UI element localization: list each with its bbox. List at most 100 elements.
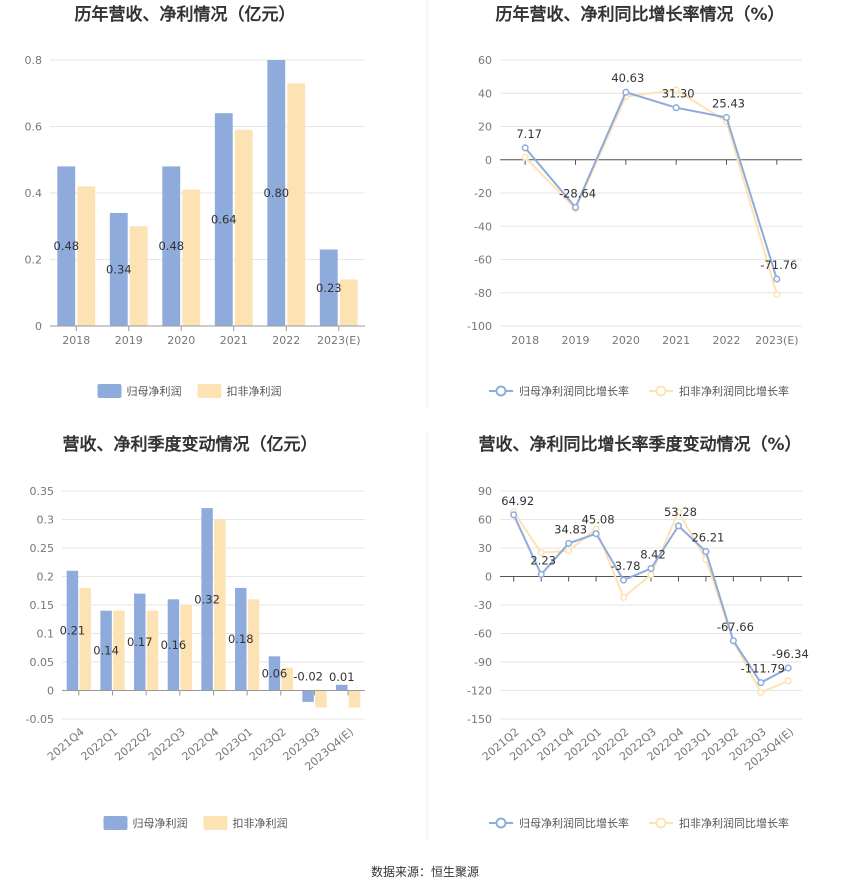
point-primary: [510, 511, 518, 519]
y-tick-label: 0.3: [37, 514, 55, 527]
x-tick-label: 2022: [272, 334, 300, 347]
y-tick-label: -80: [474, 287, 492, 300]
y-tick-label: 0.2: [25, 254, 43, 267]
point-secondary: [619, 593, 628, 601]
data-label: 0.21: [60, 624, 86, 638]
y-tick-label: -40: [474, 220, 492, 233]
point-secondary: [784, 677, 792, 685]
x-tick-label: 2018: [511, 334, 539, 347]
x-tick-label: 2019: [115, 334, 143, 347]
legend-label: 归母净利润: [127, 384, 182, 398]
point-primary: [571, 203, 580, 211]
data-label: 0.80: [263, 186, 289, 200]
chart-annual-growth-lines: 历年营收、净利同比增长率情况（%） 60 40 20 0 -20 -40 -60 -80 -100…: [467, 4, 802, 398]
x-tick-label: 2023Q2: [247, 725, 289, 763]
bar-secondary: [182, 189, 201, 326]
series-line-primary: [524, 90, 778, 280]
point-secondary: [647, 571, 655, 579]
y-tick-label: -90: [474, 656, 492, 669]
bar-secondary: [113, 610, 125, 691]
bar-primary: [134, 593, 146, 691]
chart-title: 营收、净利同比增长率季度变动情况（%）: [478, 434, 801, 455]
legend-marker: [655, 385, 667, 397]
point-secondary: [773, 290, 781, 298]
bar-secondary: [247, 599, 260, 691]
data-label: 7.17: [516, 127, 542, 141]
bar-primary: [302, 690, 314, 702]
x-tick-label: 2018: [62, 334, 90, 347]
y-tick-label: 0.6: [25, 121, 43, 134]
chart-quarterly-growth-lines: 营收、净利同比增长率季度变动情况（%） 90 60 30 0 -30 -60 -90 -120 -…: [467, 434, 809, 830]
legend-marker: [495, 817, 507, 829]
y-tick-label: 0.1: [37, 628, 55, 641]
x-tick-label: 2022Q1: [79, 725, 121, 763]
data-label: 0.48: [53, 239, 79, 253]
legend-marker: [495, 385, 507, 397]
point-primary: [784, 664, 792, 672]
point-primary: [592, 530, 600, 538]
point-primary: [647, 564, 655, 573]
bar-secondary: [129, 226, 148, 326]
point-secondary: [674, 508, 683, 516]
data-label: 0.48: [158, 239, 184, 253]
y-tick-label: 0: [485, 571, 492, 584]
chart-title: 历年营收、净利同比增长率情况（%）: [495, 4, 784, 25]
bar-secondary: [146, 610, 159, 691]
bar-primary: [267, 60, 286, 326]
data-label: 0.16: [161, 638, 187, 652]
data-label: 2.23: [530, 553, 556, 567]
legend-label: 扣非净利润同比增长率: [679, 816, 789, 830]
legend-label: 扣非净利润: [227, 384, 282, 398]
bar-secondary: [348, 690, 361, 708]
x-tick-label: 2023(E): [317, 334, 361, 347]
point-primary: [729, 637, 737, 645]
legend-label: 归母净利润同比增长率: [519, 816, 629, 830]
y-tick-label: 90: [478, 485, 492, 498]
data-label: -96.34: [772, 647, 809, 661]
x-tick-label: 2022: [713, 334, 741, 347]
y-tick-label: 60: [478, 514, 492, 527]
chart-title: 历年营收、净利情况（亿元）: [75, 4, 296, 25]
y-tick-label: 0.15: [30, 599, 55, 612]
y-tick-label: 0.35: [30, 485, 55, 498]
x-tick-label: 2022Q2: [112, 725, 154, 763]
legend-marker: [655, 817, 667, 829]
bar-primary: [162, 166, 181, 326]
y-tick-label: 0.2: [37, 571, 55, 584]
data-label: 0.64: [211, 213, 237, 227]
legend-label: 扣非净利润同比增长率: [679, 384, 789, 398]
legend-swatch: [203, 816, 228, 830]
data-label: 8.42: [640, 548, 666, 562]
data-label: 0.34: [106, 262, 132, 276]
bar-primary: [268, 656, 281, 691]
x-tick-label: 2022Q4: [180, 725, 222, 763]
point-secondary: [757, 688, 765, 696]
data-label: 26.21: [691, 531, 724, 545]
data-label: -0.02: [293, 670, 323, 684]
legend-label: 归母净利润同比增长率: [519, 384, 629, 398]
point-primary: [757, 679, 765, 687]
x-tick-label: 2021: [662, 334, 690, 347]
chart-annual-profit-bars: 历年营收、净利情况（亿元） 0 0.2 0.4 0.6 0.8 2018 2019 2020 20…: [25, 4, 365, 398]
x-tick-label: 2021: [220, 334, 248, 347]
data-label: 0.18: [228, 632, 254, 646]
bar-primary: [100, 610, 112, 691]
y-tick-label: 30: [478, 542, 492, 555]
bar-primary: [167, 599, 180, 691]
y-tick-label: 0: [35, 320, 42, 333]
y-tick-label: -60: [474, 254, 492, 267]
point-primary: [722, 113, 731, 122]
bar-secondary: [180, 605, 192, 691]
point-secondary: [537, 549, 545, 557]
data-label: 0.14: [93, 644, 119, 658]
y-tick-label: 0: [47, 685, 54, 698]
point-primary: [521, 144, 529, 152]
data-label: 64.92: [501, 494, 534, 508]
series-line-secondary: [524, 88, 778, 295]
data-label: -111.79: [741, 662, 785, 676]
y-tick-label: -150: [467, 713, 492, 726]
point-primary: [622, 88, 630, 96]
y-tick-label: -0.05: [26, 713, 54, 726]
bar-secondary: [234, 129, 253, 326]
point-secondary: [565, 547, 573, 555]
